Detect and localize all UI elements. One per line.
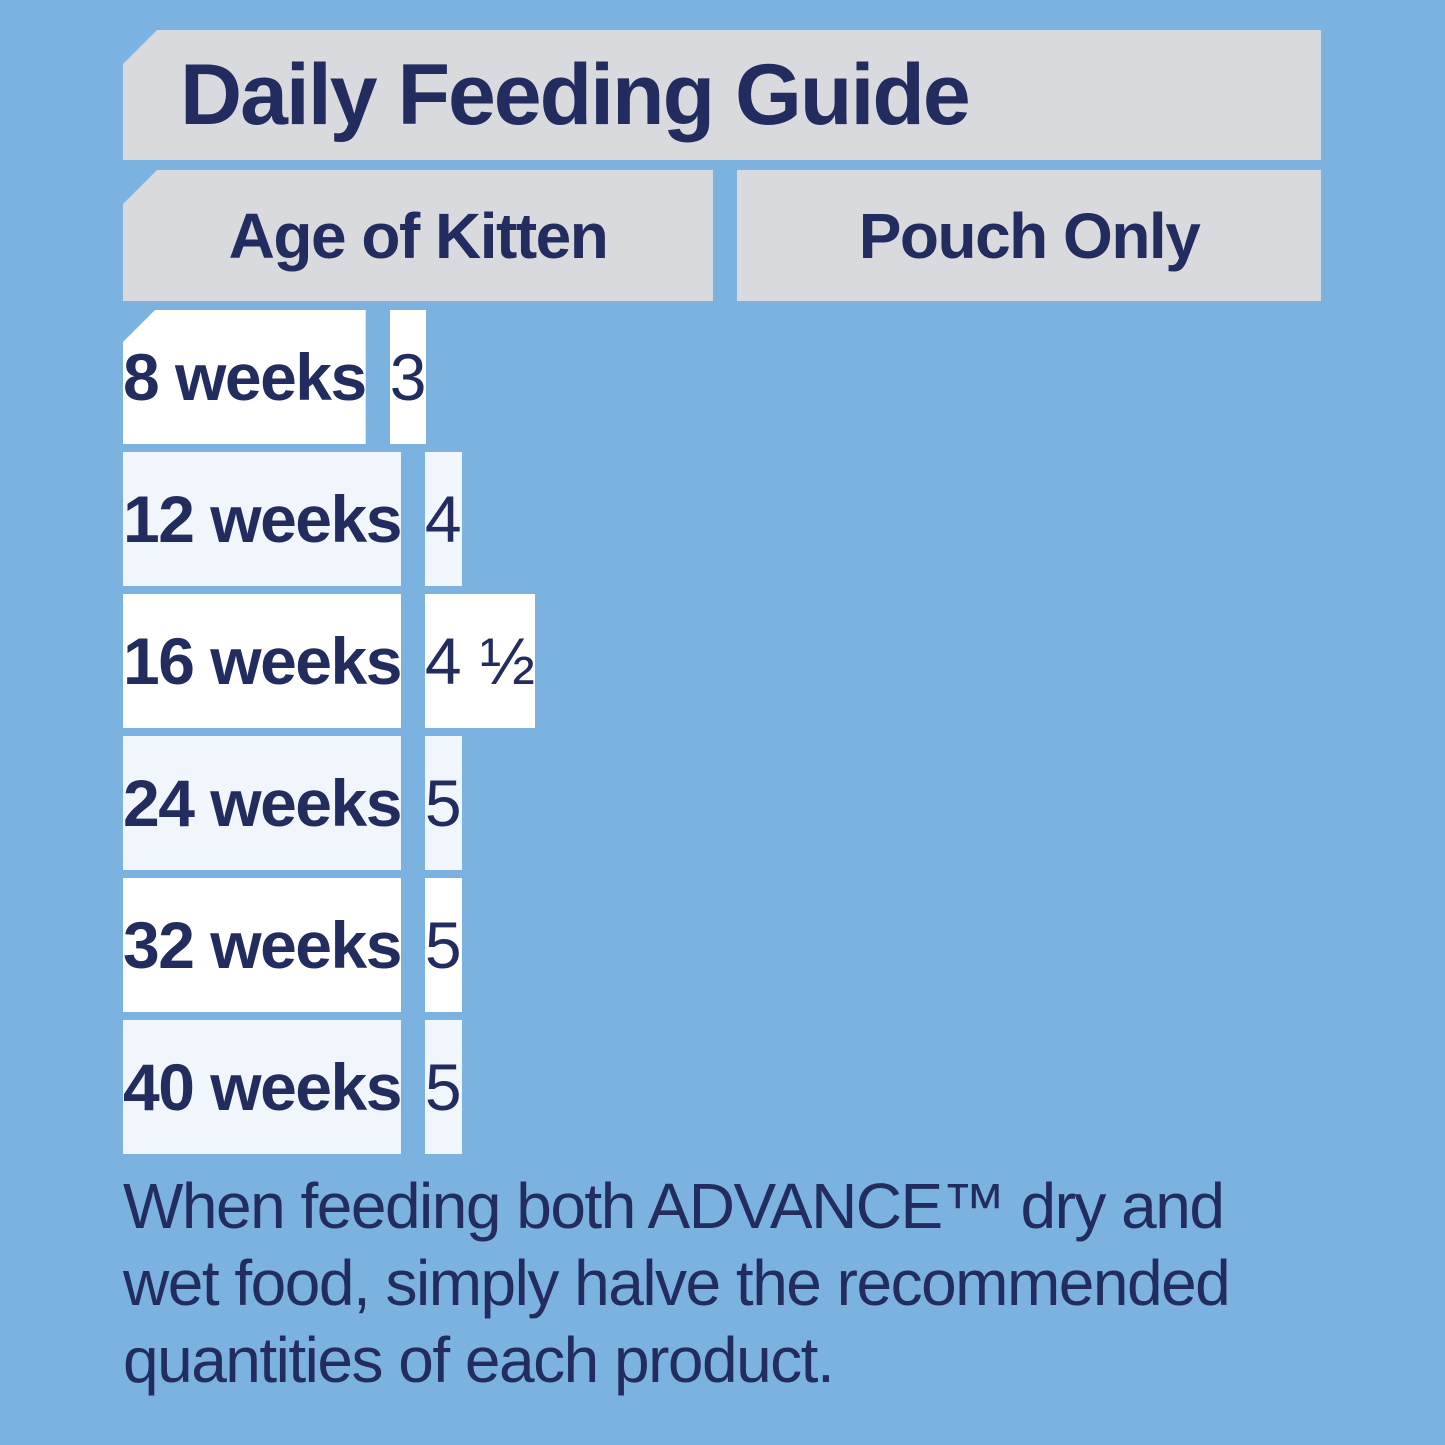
- note-line-3: quantities of each product.: [123, 1324, 835, 1396]
- pouch-cell: 5: [424, 1020, 462, 1154]
- pouch-cell: 3: [389, 310, 427, 444]
- table-header: Age of Kitten Pouch Only: [123, 170, 1321, 301]
- column-header-pouch-only: Pouch Only: [737, 170, 1321, 301]
- pouch-cell: 5: [424, 878, 462, 1012]
- age-cell: 40 weeks: [123, 1020, 402, 1154]
- age-cell: 32 weeks: [123, 878, 402, 1012]
- note-line-1: When feeding both ADVANCE™ dry and: [123, 1170, 1225, 1242]
- age-cell: 24 weeks: [123, 736, 402, 870]
- table-row: 16 weeks 4 ½: [123, 594, 1321, 728]
- table-rows: 8 weeks 3 12 weeks 4 16 weeks 4 ½ 24 wee…: [123, 310, 1321, 1154]
- note-line-2: wet food, simply halve the recommended: [123, 1247, 1231, 1319]
- pouch-cell: 4 ½: [424, 594, 536, 728]
- pouch-cell: 5: [424, 736, 462, 870]
- pouch-cell: 4: [424, 452, 462, 586]
- table-row: 12 weeks 4: [123, 452, 1321, 586]
- age-cell: 8 weeks: [123, 310, 366, 444]
- table-row: 8 weeks 3: [123, 310, 1321, 444]
- title-bar: Daily Feeding Guide: [123, 30, 1321, 160]
- age-cell: 16 weeks: [123, 594, 402, 728]
- age-cell: 12 weeks: [123, 452, 402, 586]
- page-title: Daily Feeding Guide: [180, 46, 971, 143]
- table-row: 32 weeks 5: [123, 878, 1321, 1012]
- feeding-note: When feeding both ADVANCE™ dry and wet f…: [123, 1168, 1413, 1399]
- column-header-age-of-kitten: Age of Kitten: [123, 170, 713, 301]
- table-row: 24 weeks 5: [123, 736, 1321, 870]
- table-row: 40 weeks 5: [123, 1020, 1321, 1154]
